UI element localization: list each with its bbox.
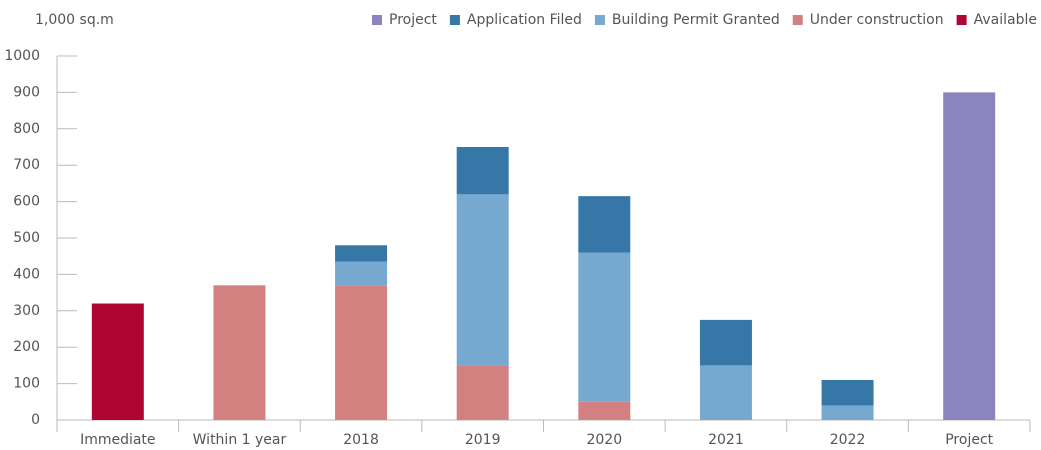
y-tick-label: 100 xyxy=(13,376,40,392)
y-axis-label: 1,000 sq.m xyxy=(35,12,114,28)
bar-segment xyxy=(335,261,388,286)
y-tick-label: 1000 xyxy=(4,48,40,64)
legend-label: Building Permit Granted xyxy=(612,12,780,28)
bar-segment xyxy=(335,285,388,420)
y-tick-label: 500 xyxy=(13,230,40,246)
legend-label: Application Filed xyxy=(467,12,582,28)
x-tick-label: 2020 xyxy=(586,432,622,448)
y-tick-label: 600 xyxy=(13,194,40,210)
legend-label: Available xyxy=(974,12,1037,28)
bar-segment xyxy=(821,379,874,406)
legend-label: Project xyxy=(389,12,437,28)
y-tick-label: 200 xyxy=(13,339,40,355)
bar-segment xyxy=(821,405,874,420)
bar-segment xyxy=(699,365,752,420)
y-tick-label: 400 xyxy=(13,266,40,282)
bar-segment xyxy=(943,92,996,421)
y-tick-label: 700 xyxy=(13,157,40,173)
bar-segment xyxy=(578,401,631,420)
legend-swatch xyxy=(449,15,460,25)
bar-segment xyxy=(456,365,509,420)
x-tick-label: 2022 xyxy=(830,432,866,448)
legend-swatch xyxy=(372,15,382,25)
bar-segment xyxy=(91,303,144,420)
bar-segment xyxy=(578,252,631,402)
bar-segment xyxy=(213,285,266,420)
legend-swatch xyxy=(792,15,803,25)
x-tick-label: Within 1 year xyxy=(193,432,287,448)
y-tick-label: 0 xyxy=(31,412,40,428)
y-tick-label: 900 xyxy=(13,84,40,100)
legend-swatch xyxy=(594,15,605,25)
x-tick-label: 2018 xyxy=(343,432,379,448)
bar-segment xyxy=(456,147,509,195)
x-tick-label: Immediate xyxy=(80,432,155,448)
bar-segment xyxy=(456,194,509,366)
x-tick-label: 2021 xyxy=(708,432,744,448)
bar-segment xyxy=(335,245,388,262)
legend-label: Under construction xyxy=(810,12,944,28)
bar-segment xyxy=(578,196,631,253)
x-tick-label: 2019 xyxy=(465,432,501,448)
x-tick-label: Project xyxy=(945,432,993,448)
legend-swatch xyxy=(956,15,967,25)
bar-segment xyxy=(699,319,752,366)
y-tick-label: 800 xyxy=(13,121,40,137)
y-tick-label: 300 xyxy=(13,303,40,319)
